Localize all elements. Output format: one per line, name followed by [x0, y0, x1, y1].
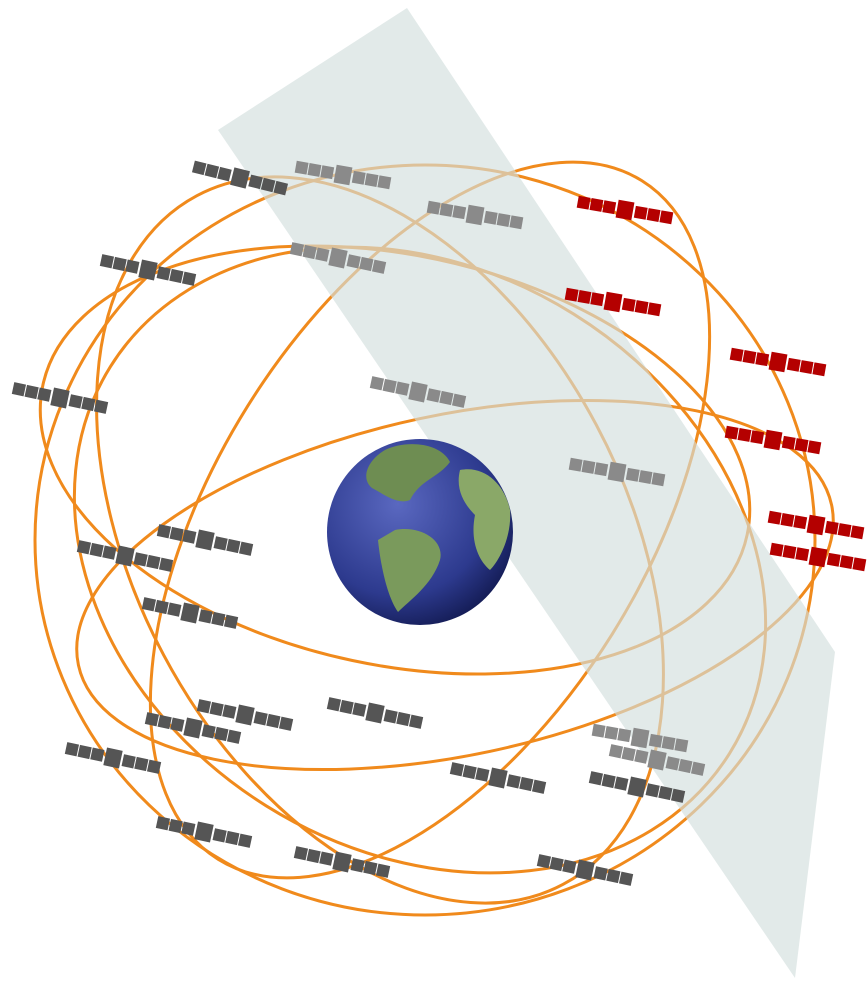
orbital-plane [218, 8, 835, 978]
satellite [156, 521, 254, 559]
continent [378, 529, 441, 612]
satellite [326, 694, 424, 732]
earth [327, 439, 513, 625]
continent [458, 469, 511, 570]
satellite [724, 422, 822, 458]
satellite [155, 813, 253, 851]
satellite [729, 344, 827, 380]
satellite [576, 192, 674, 228]
continent [366, 444, 450, 502]
satellite [449, 759, 547, 797]
satellite [64, 739, 162, 777]
satellite [99, 251, 197, 289]
